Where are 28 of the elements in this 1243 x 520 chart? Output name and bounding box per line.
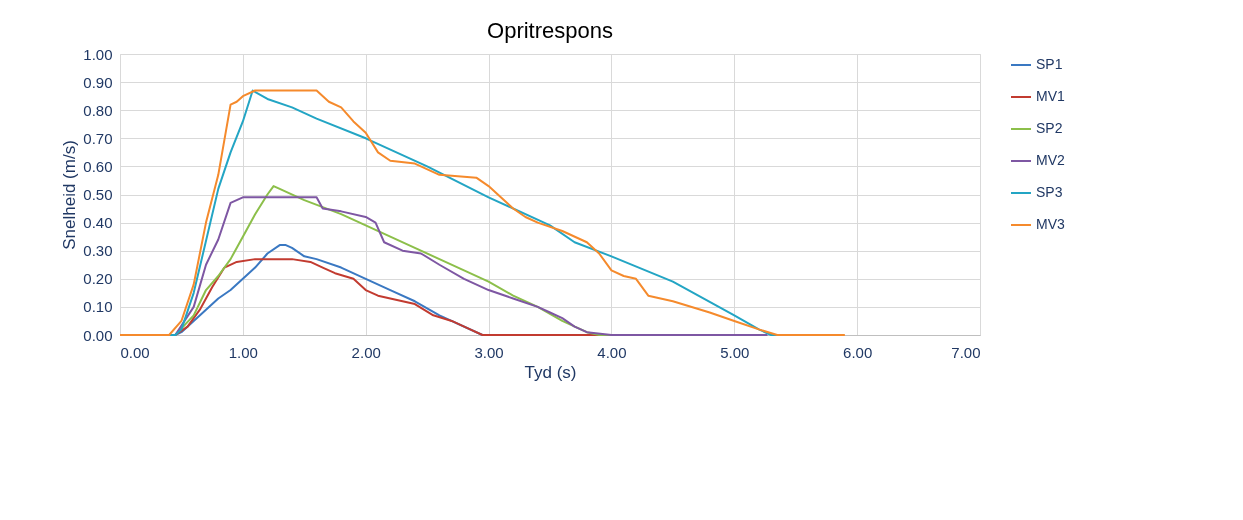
legend-label: MV2 [1036, 152, 1065, 168]
legend-label: MV1 [1036, 88, 1065, 104]
y-tick-label: 0.50 [83, 186, 113, 203]
y-tick-label: 0.60 [83, 157, 113, 175]
y-tick-label: 0.70 [83, 129, 113, 147]
legend-label: SP2 [1036, 120, 1063, 136]
x-tick-label: 3.00 [474, 343, 504, 361]
x-axis-title: Tyd (s) [524, 362, 577, 382]
y-tick-label: 0.00 [83, 326, 113, 344]
x-tick-label: 0.00 [120, 343, 150, 361]
y-tick-label: 0.90 [83, 73, 113, 91]
legend-label: SP1 [1036, 56, 1063, 72]
y-tick-label: 1.00 [83, 45, 113, 63]
legend-label: MV3 [1036, 216, 1065, 232]
x-tick-label: 6.00 [843, 343, 873, 361]
y-axis-title: Snelheid (m/s) [60, 140, 80, 250]
x-tick-label: 4.00 [597, 343, 627, 361]
x-tick-label: 7.00 [951, 343, 981, 361]
y-tick-label: 0.20 [83, 270, 113, 288]
x-tick-label: 5.00 [720, 343, 750, 361]
y-tick-label: 0.40 [83, 214, 113, 232]
legend-label: SP3 [1036, 184, 1063, 200]
chart-title: Opritrespons [487, 18, 613, 43]
y-tick-label: 0.30 [83, 242, 113, 260]
y-tick-label: 0.80 [83, 101, 113, 119]
x-tick-label: 2.00 [351, 343, 381, 361]
x-tick-label: 1.00 [228, 343, 258, 361]
y-tick-label: 0.10 [83, 298, 113, 316]
